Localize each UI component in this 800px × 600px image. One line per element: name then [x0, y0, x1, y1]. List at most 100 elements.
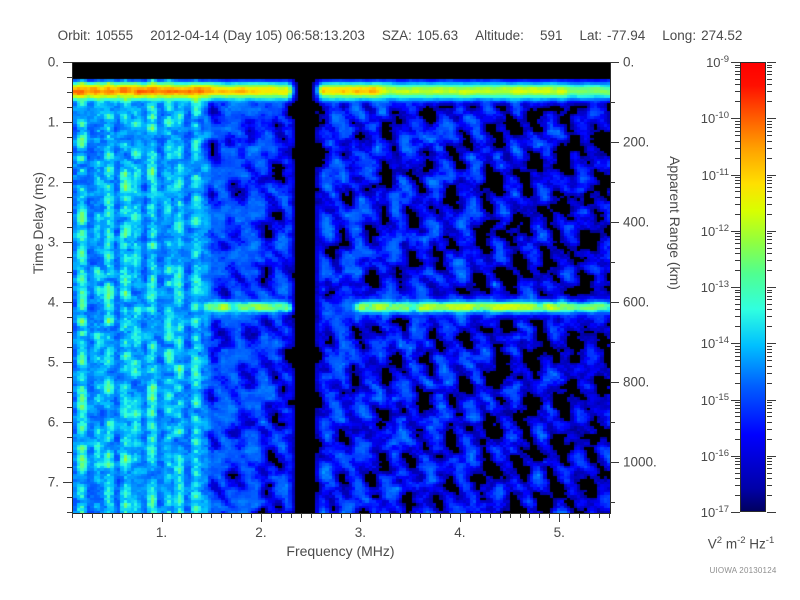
axis-tick-label: 5. [553, 525, 565, 540]
colorbar-minor-tick [735, 295, 740, 297]
colorbar-minor-tick [735, 67, 740, 69]
colorbar-minor-tick [767, 408, 772, 410]
colorbar-minor-tick [735, 416, 740, 418]
axis-minor-tick [191, 513, 193, 518]
colorbar-minor-tick [735, 438, 740, 440]
colorbar-mantissa: 10 [701, 167, 716, 183]
colorbar-minor-tick [767, 458, 772, 460]
colorbar-minor-tick [767, 203, 772, 205]
axis-minor-tick [67, 467, 72, 468]
colorbar-minor-tick [735, 179, 740, 181]
colorbar-minor-tick [735, 203, 740, 205]
axis-tick-label: 5. [47, 354, 59, 370]
colorbar-minor-tick [735, 382, 740, 384]
colorbar-minor-tick [767, 67, 772, 69]
axis-minor-tick [439, 513, 441, 518]
axis-major-tick [610, 62, 619, 63]
colorbar-mantissa: 10 [706, 55, 721, 71]
axis-minor-tick [320, 513, 322, 518]
colorbar-minor-tick [735, 135, 740, 137]
colorbar-minor-tick [767, 91, 772, 93]
colorbar-minor-tick [735, 243, 740, 245]
colorbar-gradient [740, 62, 766, 512]
frequency-axis-labels: 1. 2. 3. 4. 5. [72, 525, 609, 543]
colorbar-exponent: -13 [715, 278, 729, 290]
axis-minor-tick [539, 513, 541, 518]
colorbar-minor-tick [735, 147, 740, 149]
axis-tick-label: 7. [47, 474, 59, 490]
header-altitude: Altitude: 591 [475, 28, 562, 43]
axis-minor-tick [410, 513, 412, 518]
colorbar-tick-label: 10-10 [701, 110, 729, 126]
colorbar-minor-tick [767, 84, 772, 86]
axis-minor-tick [67, 212, 72, 213]
axis-tick-label: 6. [47, 414, 59, 430]
colorbar-minor-tick [767, 402, 772, 404]
axis-major-tick [360, 513, 362, 522]
colorbar-minor-tick [767, 299, 772, 301]
axis-minor-tick [67, 107, 72, 108]
colorbar-minor-tick [767, 247, 772, 249]
axis-tick-label: 3. [354, 525, 367, 540]
colorbar-minor-tick [767, 191, 772, 193]
colorbar-tick-label: 10-11 [702, 166, 730, 182]
colorbar-exponent: -16 [715, 447, 729, 459]
colorbar-minor-tick [735, 270, 740, 272]
colorbar-tick-labels: 10-9 10-10 10-11 10-12 10-13 10-14 10-15 10-16 1… [686, 54, 730, 520]
axis-minor-tick [67, 137, 72, 138]
axis-tick-label: 0. [47, 54, 59, 70]
apparent-range-axis-ticks [610, 62, 619, 512]
axis-minor-tick [241, 513, 243, 518]
colorbar-minor-tick [767, 74, 772, 76]
axis-tick-label: 2. [47, 174, 59, 190]
colorbar-minor-tick [735, 239, 740, 241]
colorbar-mantissa: 10 [700, 336, 716, 352]
axis-minor-tick [67, 407, 72, 408]
header-latitude-value: -77.94 [607, 28, 646, 43]
colorbar-minor-tick [735, 183, 740, 185]
header-orbit-label: Orbit: [57, 28, 91, 43]
colorbar-mantissa: 10 [700, 392, 716, 408]
axis-minor-tick [610, 502, 615, 504]
colorbar-mantissa: 10 [700, 111, 716, 127]
colorbar-minor-tick [767, 365, 772, 367]
colorbar-minor-tick [767, 295, 772, 297]
axis-minor-tick [290, 513, 292, 518]
colorbar-tick-label: 10-14 [701, 335, 729, 351]
axis-minor-tick [469, 513, 471, 518]
colorbar-major-tick [731, 455, 740, 457]
colorbar-minor-tick [767, 140, 772, 142]
header-info-bar: Orbit: 10555 2012-04-14 (Day 105) 06:58:… [0, 28, 800, 48]
colorbar-minor-tick [735, 372, 740, 374]
axis-minor-tick [121, 513, 123, 518]
axis-minor-tick [221, 513, 223, 518]
colorbar-major-tick [767, 343, 776, 345]
colorbar-minor-tick [767, 196, 772, 198]
colorbar-minor-tick [767, 478, 772, 480]
unit-meter: m [722, 536, 738, 552]
time-delay-axis-ticks [63, 62, 72, 513]
axis-minor-tick [350, 513, 352, 518]
colorbar-minor-tick [767, 326, 772, 328]
colorbar-minor-tick [735, 186, 740, 188]
header-altitude-label: Altitude: [475, 28, 524, 43]
colorbar-minor-tick [735, 101, 740, 103]
axis-major-tick [63, 302, 72, 303]
axis-major-tick [559, 513, 561, 522]
axis-minor-tick [549, 513, 551, 518]
header-longitude-value: 274.52 [701, 28, 743, 43]
axis-major-tick [63, 122, 72, 123]
axis-minor-tick [251, 513, 252, 518]
axis-major-tick [459, 513, 461, 522]
axis-major-tick [63, 482, 72, 483]
axis-minor-tick [380, 513, 382, 518]
axis-title-frequency: Frequency (MHz) [286, 543, 395, 559]
axis-minor-tick [171, 513, 173, 518]
colorbar-minor-tick [767, 464, 772, 466]
colorbar-minor-tick [767, 438, 772, 440]
colorbar-major-tick [731, 287, 740, 288]
axis-minor-tick [131, 513, 133, 518]
colorbar-major-tick [767, 287, 776, 288]
axis-major-tick [610, 302, 619, 304]
axis-minor-tick [610, 422, 615, 424]
